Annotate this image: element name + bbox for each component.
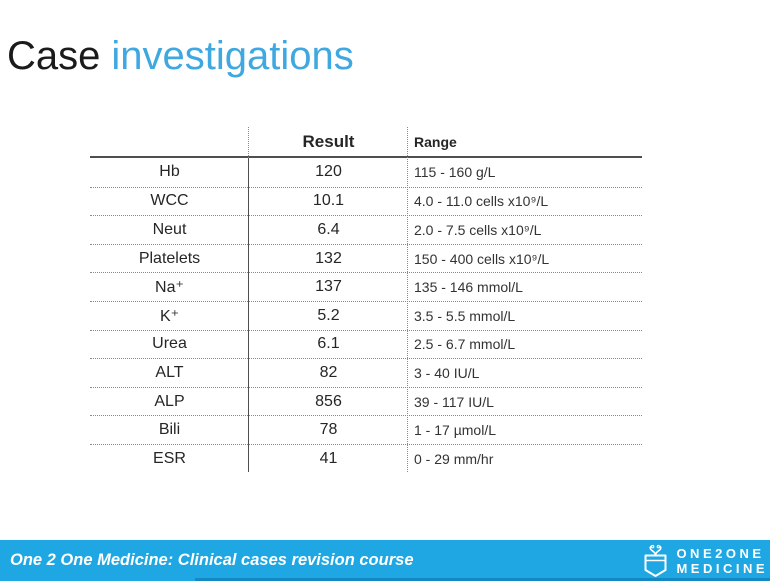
row-label: Na⁺ xyxy=(155,279,184,297)
brand-logo: ONE2ONE MEDICINE xyxy=(642,543,768,578)
row-range: 150 - 400 cells x10⁹/L xyxy=(414,250,550,267)
page-title: Case investigations xyxy=(7,34,354,79)
footer-bottom-accent xyxy=(195,578,770,581)
row-label: ALT xyxy=(155,363,184,381)
row-label: ALP xyxy=(154,392,185,410)
row-result: 10.1 xyxy=(312,192,345,210)
title-black-part: Case xyxy=(7,34,101,78)
table-vertical-rule-dotted xyxy=(407,127,408,472)
row-range: 2.0 - 7.5 cells x10⁹/L xyxy=(414,221,542,238)
table-row: Urea 6.1 2.5 - 6.7 mmol/L xyxy=(90,329,642,359)
row-range: 115 - 160 g/L xyxy=(414,164,496,181)
table-row: ESR 41 0 - 29 mm/hr xyxy=(90,443,642,473)
row-label: Urea xyxy=(152,335,187,353)
table-row: Hb 120 115 - 160 g/L xyxy=(90,158,642,187)
row-result: 82 xyxy=(319,363,338,381)
row-label: Platelets xyxy=(138,249,201,267)
row-result: 120 xyxy=(315,163,342,181)
row-range: 39 - 117 IU/L xyxy=(414,393,494,410)
table-row: Na⁺ 137 135 - 146 mmol/L xyxy=(90,272,642,301)
title-blue-part: investigations xyxy=(111,34,354,78)
row-range: 2.5 - 6.7 mmol/L xyxy=(414,336,516,353)
table-row: Platelets 132 150 - 400 cells x10⁹/L xyxy=(90,243,642,273)
footer-bar: One 2 One Medicine: Clinical cases revis… xyxy=(0,540,770,581)
table-row: WCC 10.1 4.0 - 11.0 cells x10⁹/L xyxy=(90,186,642,216)
row-label: Hb xyxy=(159,163,180,181)
row-result: 6.1 xyxy=(317,335,340,353)
row-label: K⁺ xyxy=(159,307,180,325)
header-range: Range xyxy=(414,133,457,150)
row-range: 3.5 - 5.5 mmol/L xyxy=(414,307,516,324)
lab-results-table: Result Range Hb 120 115 - 160 g/L WCC 10… xyxy=(90,127,642,473)
row-label: ESR xyxy=(153,449,186,467)
brand-line1: ONE2ONE xyxy=(676,545,765,561)
row-result: 137 xyxy=(315,278,342,296)
row-result: 6.4 xyxy=(317,220,340,238)
row-result: 5.2 xyxy=(317,306,340,324)
table-vertical-rule-solid xyxy=(248,158,249,472)
row-label: WCC xyxy=(150,192,189,210)
brand-line2: MEDICINE xyxy=(676,560,768,576)
pocket-stethoscope-icon xyxy=(644,544,667,577)
row-result: 78 xyxy=(319,421,338,439)
row-label: Neut xyxy=(152,220,187,238)
row-result: 41 xyxy=(319,449,338,467)
row-result: 856 xyxy=(315,392,342,410)
table-header-row: Result Range xyxy=(90,127,642,158)
row-range: 3 - 40 IU/L xyxy=(414,364,480,381)
row-range: 0 - 29 mm/hr xyxy=(414,450,494,467)
table-row: ALP 856 39 - 117 IU/L xyxy=(90,386,642,416)
row-range: 135 - 146 mmol/L xyxy=(414,279,523,296)
header-result: Result xyxy=(302,131,355,151)
footer-caption: One 2 One Medicine: Clinical cases revis… xyxy=(10,550,414,569)
table-row: Neut 6.4 2.0 - 7.5 cells x10⁹/L xyxy=(90,215,642,244)
table-row: K⁺ 5.2 3.5 - 5.5 mmol/L xyxy=(90,300,642,330)
row-label: Bili xyxy=(158,421,181,439)
table-row: Bili 78 1 - 17 µmol/L xyxy=(90,415,642,444)
table-row: ALT 82 3 - 40 IU/L xyxy=(90,358,642,387)
table-vertical-rule-dotted-top xyxy=(248,127,249,158)
row-range: 4.0 - 11.0 cells x10⁹/L xyxy=(414,193,549,210)
row-range: 1 - 17 µmol/L xyxy=(414,422,496,439)
row-result: 132 xyxy=(315,249,342,267)
brand-name: ONE2ONE MEDICINE xyxy=(676,546,768,576)
